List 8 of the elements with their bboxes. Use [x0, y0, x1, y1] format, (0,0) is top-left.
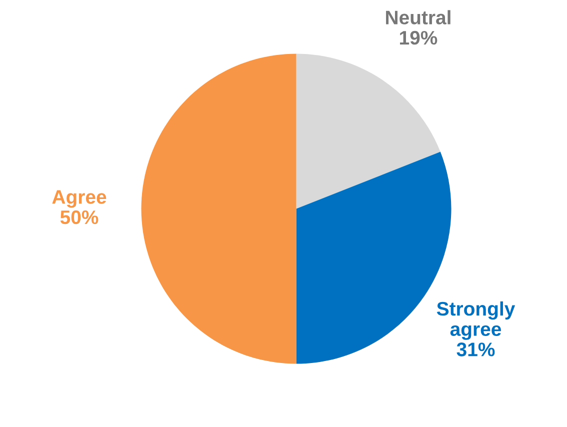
slice-label: Neutral: [386, 10, 450, 24]
pie-slice: [141, 54, 296, 364]
slice-label: Agree: [52, 190, 106, 208]
data-label: 50%: [60, 210, 98, 224]
slice-label: Strongly agree: [436, 301, 516, 340]
data-label: 31%: [456, 342, 495, 356]
pie-slice: [296, 54, 440, 209]
data-label: 19%: [400, 30, 438, 45]
